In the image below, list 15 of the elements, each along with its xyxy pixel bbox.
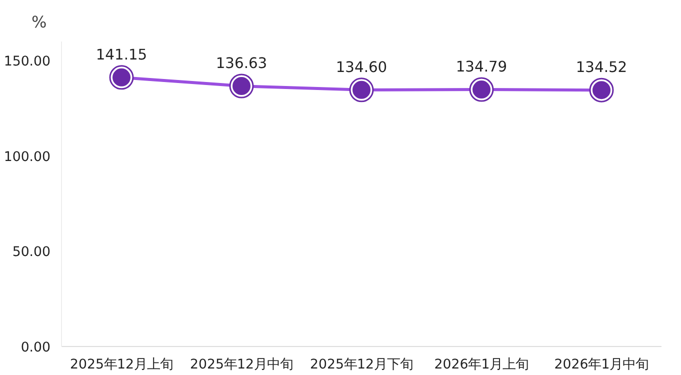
y-tick-label: 150.00 — [4, 54, 51, 70]
data-label: 134.79 — [456, 58, 508, 76]
x-tick-label: 2025年12月中旬 — [190, 358, 293, 372]
x-tick-label: 2026年1月中旬 — [554, 358, 649, 372]
data-label: 136.63 — [216, 55, 268, 72]
data-label: 134.60 — [336, 58, 388, 76]
data-label: 134.52 — [576, 59, 628, 76]
x-tick-label: 2026年1月上旬 — [434, 358, 529, 372]
y-axis-title: % — [32, 12, 47, 32]
data-label: 141.15 — [96, 46, 148, 64]
x-tick-label: 2025年12月下旬 — [310, 358, 413, 372]
y-tick-label: 0.00 — [20, 340, 51, 356]
y-tick-label: 50.00 — [12, 245, 50, 260]
y-tick-label: 100.00 — [4, 150, 51, 165]
x-tick-label: 2025年12月上旬 — [70, 358, 173, 372]
